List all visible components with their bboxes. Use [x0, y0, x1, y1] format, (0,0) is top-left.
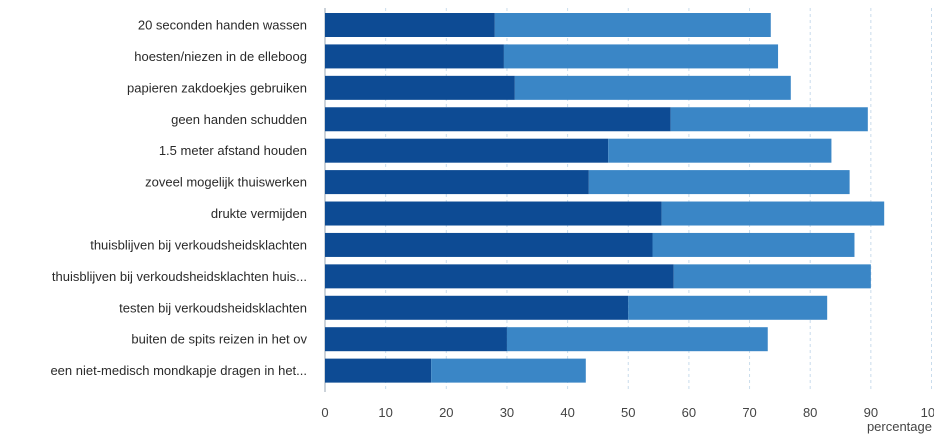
- bar-segment-1: [325, 201, 662, 226]
- bar-segment-1: [325, 327, 507, 352]
- bars: [325, 13, 885, 383]
- x-tick-label: 70: [742, 405, 756, 420]
- category-label: 1.5 meter afstand houden: [159, 143, 307, 158]
- bar-segment-2: [506, 327, 768, 352]
- bar-segment-1: [325, 232, 653, 257]
- x-tick-label: 50: [621, 405, 635, 420]
- bar-segment-2: [628, 295, 828, 320]
- bar-segment-2: [661, 201, 885, 226]
- bar-segment-1: [325, 13, 495, 37]
- bar-segment-2: [608, 138, 832, 163]
- bar-segment-1: [325, 44, 504, 69]
- category-label: hoesten/niezen in de elleboog: [134, 49, 307, 64]
- bar-segment-1: [325, 75, 515, 100]
- x-tick-label: 100: [921, 405, 934, 420]
- x-tick-label: 10: [378, 405, 392, 420]
- bar-segment-2: [588, 170, 850, 195]
- category-labels: 20 seconden handen wassen hoesten/niezen …: [50, 18, 307, 379]
- x-tick-label: 0: [321, 405, 328, 420]
- category-label: buiten de spits reizen in het ov: [131, 332, 307, 347]
- x-tick-label: 20: [439, 405, 453, 420]
- bar-segment-2: [652, 232, 855, 257]
- category-label: testen bij verkoudsheidsklachten: [119, 300, 307, 315]
- category-label: thuisblijven bij verkoudsheidsklachten: [90, 237, 307, 252]
- category-label: drukte vermijden: [211, 206, 307, 221]
- category-label: 20 seconden handen wassen: [138, 18, 307, 33]
- x-tick-label: 90: [864, 405, 878, 420]
- bar-segment-2: [431, 358, 586, 383]
- bar-segment-2: [670, 107, 868, 132]
- bar-segment-1: [325, 358, 432, 383]
- bar-segment-2: [514, 75, 791, 100]
- x-axis-ticks: 0 10 20 30 40 50 60 70 80 90 100: [321, 405, 934, 420]
- x-tick-label: 30: [500, 405, 514, 420]
- bar-segment-1: [325, 295, 629, 320]
- x-tick-label: 80: [803, 405, 817, 420]
- x-tick-label: 60: [682, 405, 696, 420]
- bar-segment-2: [503, 44, 779, 69]
- category-label: geen handen schudden: [171, 112, 307, 127]
- bar-segment-2: [673, 264, 871, 289]
- bar-segment-1: [325, 264, 674, 289]
- x-axis-title: percentage: [867, 419, 932, 434]
- bar-segment-1: [325, 138, 609, 163]
- bar-segment-1: [325, 170, 589, 195]
- category-label: thuisblijven bij verkoudsheidsklachten h…: [52, 269, 307, 284]
- bar-segment-1: [325, 107, 671, 132]
- category-label: papieren zakdoekjes gebruiken: [127, 80, 307, 95]
- category-label: zoveel mogelijk thuiswerken: [145, 175, 307, 190]
- category-label: een niet-medisch mondkapje dragen in het…: [50, 363, 307, 378]
- x-tick-label: 40: [560, 405, 574, 420]
- bar-segment-2: [494, 13, 771, 37]
